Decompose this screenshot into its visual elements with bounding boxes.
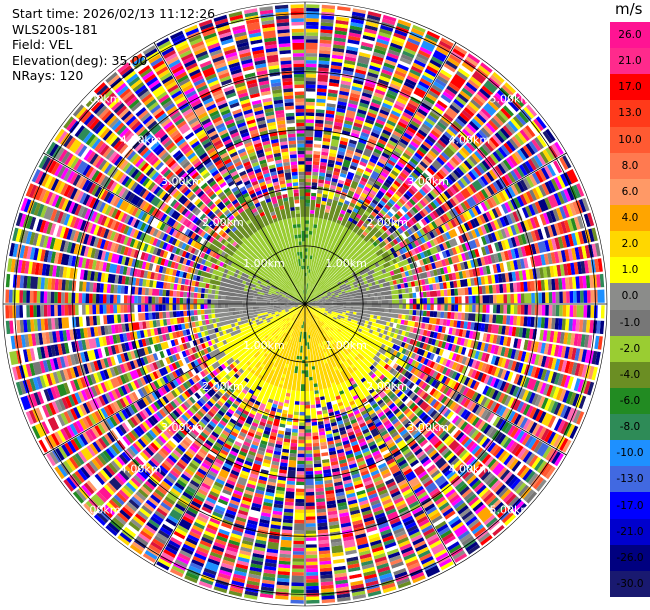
colorbar-tick-label: 4.0	[621, 212, 639, 225]
azimuth-grid-line	[153, 303, 306, 566]
colorbar-segment	[610, 100, 650, 128]
colorbar-segment	[610, 22, 650, 49]
colorbar-unit: m/s	[615, 0, 643, 18]
colorbar-segment	[610, 178, 650, 206]
velocity-cells	[5, 25, 591, 597]
ppi-plot: 1.00km 1.00km 1.00km 1.00km 2.00km 2.00km 2.00…	[2, 1, 608, 607]
azimuth-grid-line	[304, 152, 567, 305]
colorbar-tick-label: 10.0	[618, 133, 642, 146]
colorbar-tick-label: 17.0	[618, 81, 642, 94]
velocity-cells	[5, 7, 603, 590]
start-time-text: Start time: 2026/02/13 11:12:26	[12, 6, 216, 21]
velocity-cells	[9, 7, 605, 586]
nrays-text: NRays: 120	[12, 68, 84, 83]
colorbar-tick-label: 1.0	[621, 264, 639, 277]
azimuth-grid-line	[43, 152, 306, 305]
colorbar-tick-label: -10.0	[616, 447, 644, 460]
range-ring	[246, 245, 364, 363]
range-ring-label: 5.00km	[490, 503, 532, 516]
colorbar-segment	[610, 492, 650, 520]
colorbar-segment	[610, 48, 650, 75]
range-ring-label: 3.00km	[407, 175, 449, 188]
colorbar-segment	[610, 257, 650, 284]
range-ring	[72, 71, 538, 537]
range-ring-label: 4.00km	[449, 134, 491, 147]
colorbar-tick-label: -13.0	[616, 473, 644, 486]
range-ring-label: 5.00km	[79, 93, 121, 106]
colorbar-tick-label: 2.0	[621, 238, 639, 251]
instrument-text: WLS200s-181	[12, 21, 98, 37]
colorbar-segment	[610, 387, 650, 415]
azimuth-grid-line	[304, 303, 457, 566]
azimuth-grid-line	[304, 303, 567, 456]
field-text: Field: VEL	[12, 37, 73, 52]
range-ring-label: 2.00km	[366, 216, 408, 229]
colorbar-segment	[610, 152, 650, 180]
colorbar-tick-label: -21.0	[616, 525, 644, 538]
colorbar-tick-label: 6.0	[621, 185, 639, 198]
colorbar-tick-label: -30.0	[616, 577, 644, 590]
range-ring-label: 2.00km	[202, 380, 244, 393]
velocity-cells	[9, 9, 594, 599]
range-ring-label: 2.00km	[366, 380, 408, 393]
range-ring-label: 1.00km	[325, 339, 367, 352]
colorbar-tick-label: 8.0	[621, 159, 639, 172]
range-ring-label: 1.00km	[243, 339, 285, 352]
colorbar-segment	[610, 204, 650, 232]
range-ring-label: 1.00km	[243, 257, 285, 270]
plot-boundary	[2, 1, 608, 607]
colorbar-tick-label: -4.0	[619, 368, 641, 381]
velocity-cells	[14, 17, 601, 602]
range-ring-label: 3.00km	[407, 421, 449, 434]
range-ring-label: 2.00km	[202, 216, 244, 229]
range-ring	[130, 129, 480, 479]
colorbar-segment	[610, 283, 650, 310]
elevation-text: Elevation(deg): 35.00	[12, 52, 148, 68]
colorbar-tick-label: 13.0	[618, 107, 642, 120]
colorbar-segment	[610, 361, 650, 389]
colorbar-tick-label: -2.0	[619, 342, 641, 355]
colorbar-tick-label: 26.0	[618, 29, 642, 42]
plot-info: Start time: 2026/02/13 11:12:26 WLS200s-…	[12, 6, 215, 84]
colorbar-segment	[610, 570, 650, 598]
colorbar-segment	[610, 466, 650, 493]
range-ring	[14, 13, 596, 595]
colorbar-segment	[610, 440, 650, 467]
range-ring-label: 5.00km	[490, 93, 532, 106]
colorbar-tick-label: -26.0	[616, 551, 644, 564]
colorbar-segment	[610, 335, 650, 363]
colorbar-segment	[610, 309, 650, 337]
colorbar-tick-label: 21.0	[618, 55, 642, 68]
range-ring-label: 4.00km	[120, 462, 162, 475]
colorbar-segment	[610, 414, 650, 441]
range-ring-label: 3.00km	[161, 421, 203, 434]
colorbar-tick-label: -1.0	[619, 316, 641, 329]
colorbar-segment	[610, 518, 650, 546]
azimuth-grid-line	[153, 42, 306, 305]
range-ring	[188, 187, 422, 421]
range-ring-label: 5.00km	[79, 503, 121, 516]
colorbar-tick-label: -8.0	[619, 421, 641, 434]
colorbar-segment	[610, 231, 650, 258]
colorbar: 26.0 21.0 17.0 13.0 10.0 8.0 6.0 4.0 2.0 1.0 0.0 -1…	[610, 22, 650, 598]
azimuth-grid-line	[304, 42, 457, 305]
colorbar-segment	[610, 74, 650, 101]
velocity-cells	[22, 6, 590, 600]
colorbar-segment	[610, 544, 650, 572]
colorbar-segment	[610, 126, 650, 154]
range-ring-label: 4.00km	[449, 462, 491, 475]
range-ring-label: 1.00km	[325, 257, 367, 270]
colorbar-tick-label: 0.0	[621, 290, 639, 303]
azimuth-grid-line	[43, 303, 306, 456]
range-ring-label: 4.00km	[120, 134, 162, 147]
range-ring-label: 3.00km	[161, 175, 203, 188]
velocity-cells	[34, 4, 595, 594]
velocity-cells	[7, 4, 588, 600]
colorbar-tick-label: -6.0	[619, 394, 641, 407]
colorbar-tick-label: -17.0	[616, 499, 644, 512]
